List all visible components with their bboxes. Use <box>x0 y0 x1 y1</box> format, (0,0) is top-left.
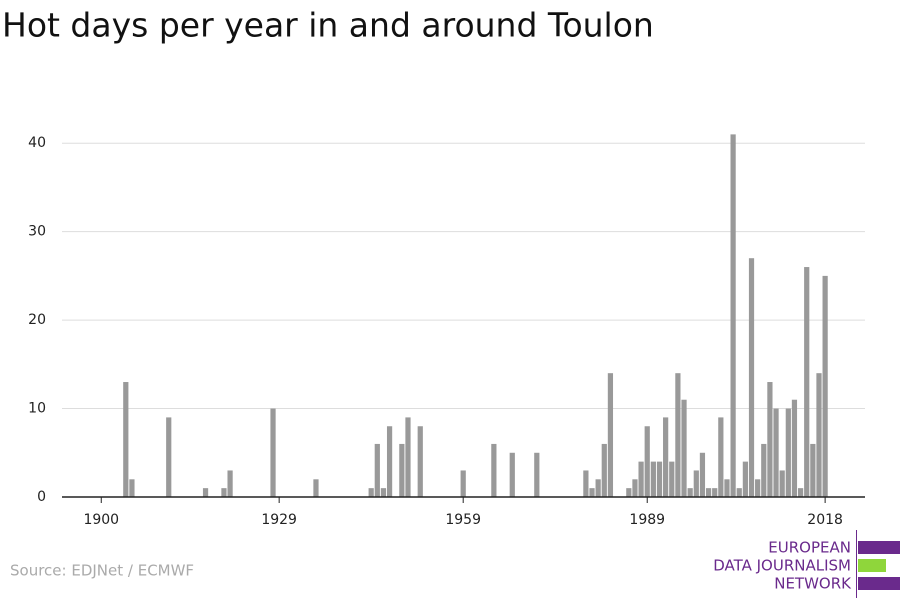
bar <box>534 452 540 497</box>
bar <box>755 479 761 497</box>
bar <box>724 479 730 497</box>
x-tick-label: 1959 <box>445 512 481 528</box>
bar <box>681 399 687 497</box>
bar <box>816 373 822 497</box>
logo-text: EUROPEAN <box>768 539 851 557</box>
bar <box>123 382 129 497</box>
bar <box>742 461 748 497</box>
bar <box>687 488 693 497</box>
bar <box>626 488 632 497</box>
bar <box>736 488 742 497</box>
bar <box>767 382 773 497</box>
y-tick-label: 20 <box>28 312 46 328</box>
bar <box>785 408 791 497</box>
bar <box>712 488 718 497</box>
y-tick-label: 40 <box>28 135 46 151</box>
bar <box>644 426 650 497</box>
bar <box>718 417 724 497</box>
bar <box>748 258 755 497</box>
bar <box>791 399 798 497</box>
bar <box>313 479 319 497</box>
bar <box>607 373 614 497</box>
bar <box>399 443 405 497</box>
x-tick-label: 1989 <box>629 512 665 528</box>
bar <box>663 417 669 497</box>
bar <box>797 488 804 497</box>
bar <box>730 134 736 497</box>
bar <box>601 443 607 497</box>
logo-bar <box>858 541 900 554</box>
bar <box>804 267 810 497</box>
bar <box>669 461 675 497</box>
bar <box>509 452 515 497</box>
bar <box>129 479 135 497</box>
x-tick-label: 2018 <box>807 512 843 528</box>
y-tick-label: 10 <box>28 401 46 417</box>
bar <box>368 488 374 497</box>
bar <box>380 488 387 497</box>
bar <box>761 443 767 497</box>
bar <box>405 417 411 497</box>
bar <box>583 470 589 497</box>
bar <box>675 373 681 497</box>
bar <box>705 488 712 497</box>
bar <box>773 408 779 497</box>
bar <box>822 275 828 497</box>
y-tick-label: 30 <box>28 224 46 240</box>
x-tick-label: 1900 <box>83 512 119 528</box>
bar <box>202 488 209 497</box>
bar <box>386 426 393 497</box>
logo-text: NETWORK <box>774 575 852 593</box>
bar <box>227 470 233 497</box>
bar <box>374 443 380 497</box>
logo: EUROPEAN DATA JOURNALISM NETWORK <box>713 530 900 598</box>
bar <box>460 470 466 497</box>
bar <box>638 461 644 497</box>
bar <box>810 443 816 497</box>
bar <box>693 470 699 497</box>
bar <box>699 452 706 497</box>
bar <box>417 426 423 497</box>
logo-bar <box>858 559 886 572</box>
bar <box>779 470 785 497</box>
bar <box>589 488 595 497</box>
bar <box>270 408 276 497</box>
bar <box>650 461 656 497</box>
bar <box>595 479 601 497</box>
chart-title: Hot days per year in and around Toulon <box>2 6 654 45</box>
bar <box>656 461 663 497</box>
x-tick-label: 1929 <box>261 512 297 528</box>
bar <box>491 443 497 497</box>
bar <box>632 479 638 497</box>
logo-bar <box>858 577 900 590</box>
bar <box>166 417 172 497</box>
logo-text: DATA JOURNALISM <box>713 557 851 575</box>
source: Source: EDJNet / ECMWF <box>10 562 194 580</box>
bar <box>221 488 227 497</box>
y-tick-label: 0 <box>37 489 46 505</box>
